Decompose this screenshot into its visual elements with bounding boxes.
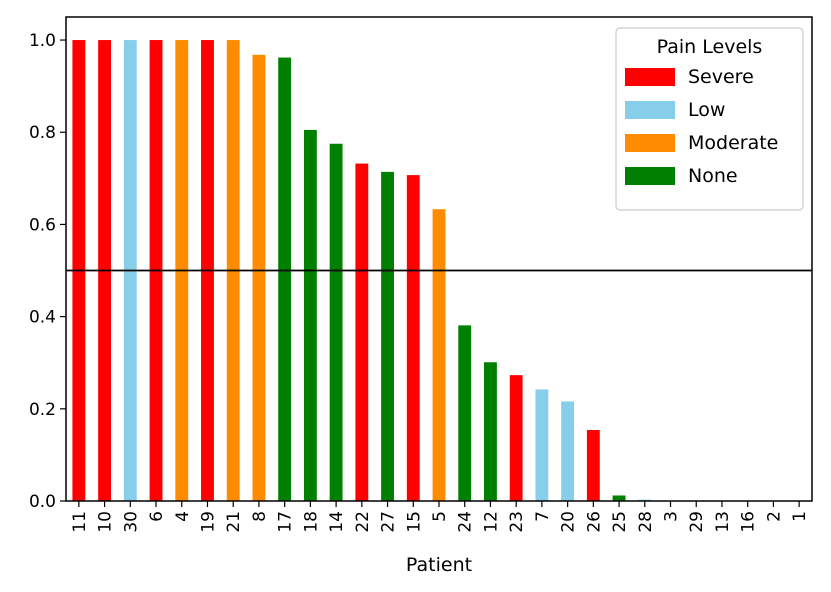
x-tick-label: 14 [327,511,347,533]
bar-patient-20 [561,401,575,501]
x-tick-label: 26 [584,511,604,533]
x-tick-label: 19 [198,511,218,533]
y-tick-label: 0.6 [29,215,56,235]
bar-patient-22 [355,163,369,501]
x-tick-label: 15 [404,511,424,533]
bar-patient-5 [432,209,446,501]
legend-swatch-moderate [625,134,675,152]
y-tick-label: 1.0 [29,31,56,51]
x-tick-label: 6 [147,511,167,522]
bar-patient-8 [252,54,266,502]
legend: Pain Levels Severe Low Moderate None [615,27,804,211]
x-tick-label: 25 [610,511,630,533]
y-tick-label: 0.0 [29,492,56,512]
bar-patient-18 [303,129,317,501]
legend-swatch-none [625,167,675,185]
legend-label-moderate: Moderate [688,132,778,154]
x-tick-label: 1 [790,511,810,522]
x-tick-label: 10 [96,511,116,533]
x-tick-label: 5 [430,511,450,522]
legend-swatch-severe [625,68,675,86]
x-tick-label: 17 [276,511,296,533]
x-tick-label: 22 [353,511,373,533]
bar-patient-15 [406,175,420,502]
y-tick-label: 0.2 [29,400,56,420]
bar-patient-14 [329,143,343,501]
x-tick-label: 24 [456,511,476,533]
x-tick-label: 4 [173,511,193,522]
x-tick-label: 29 [687,511,707,533]
legend-items: Severe Low Moderate None [625,66,778,187]
x-tick-label: 21 [224,511,244,533]
x-tick-label: 12 [481,511,501,533]
x-tick-label: 11 [70,511,90,533]
x-tick-label: 2 [764,511,784,522]
legend-title: Pain Levels [657,36,763,58]
x-tick-label: 23 [507,511,527,533]
x-tick-label: 7 [533,511,553,522]
x-axis: 11 10 30 6 4 19 21 8 17 18 14 22 27 15 5 24 12 23 7 20 26 25 2… [70,501,810,533]
bar-patient-7 [535,389,549,501]
legend-label-low: Low [688,99,725,121]
bar-patient-26 [586,430,600,501]
x-tick-label: 8 [250,511,270,522]
x-tick-label: 30 [121,511,141,533]
y-tick-label: 0.8 [29,123,56,143]
bar-patient-27 [381,171,394,501]
x-tick-label: 18 [301,511,321,533]
legend-swatch-low [625,101,675,119]
bar-patient-23 [509,375,523,501]
bar-patient-24 [458,325,472,501]
bar-patient-12 [484,362,497,501]
y-axis: 0.0 0.2 0.4 0.6 0.8 1.0 [29,31,66,512]
bar-patient-17 [278,57,292,502]
legend-label-severe: Severe [688,66,754,88]
x-tick-label: 28 [636,511,656,533]
y-tick-label: 0.4 [29,308,56,328]
x-tick-label: 27 [379,511,399,533]
x-tick-label: 20 [559,511,579,533]
x-tick-label: 3 [662,511,682,522]
x-axis-label: Patient [406,554,472,576]
x-tick-label: 13 [713,511,733,533]
x-tick-label: 16 [739,511,759,533]
legend-label-none: None [688,165,738,187]
bar-patient-25 [612,495,626,501]
